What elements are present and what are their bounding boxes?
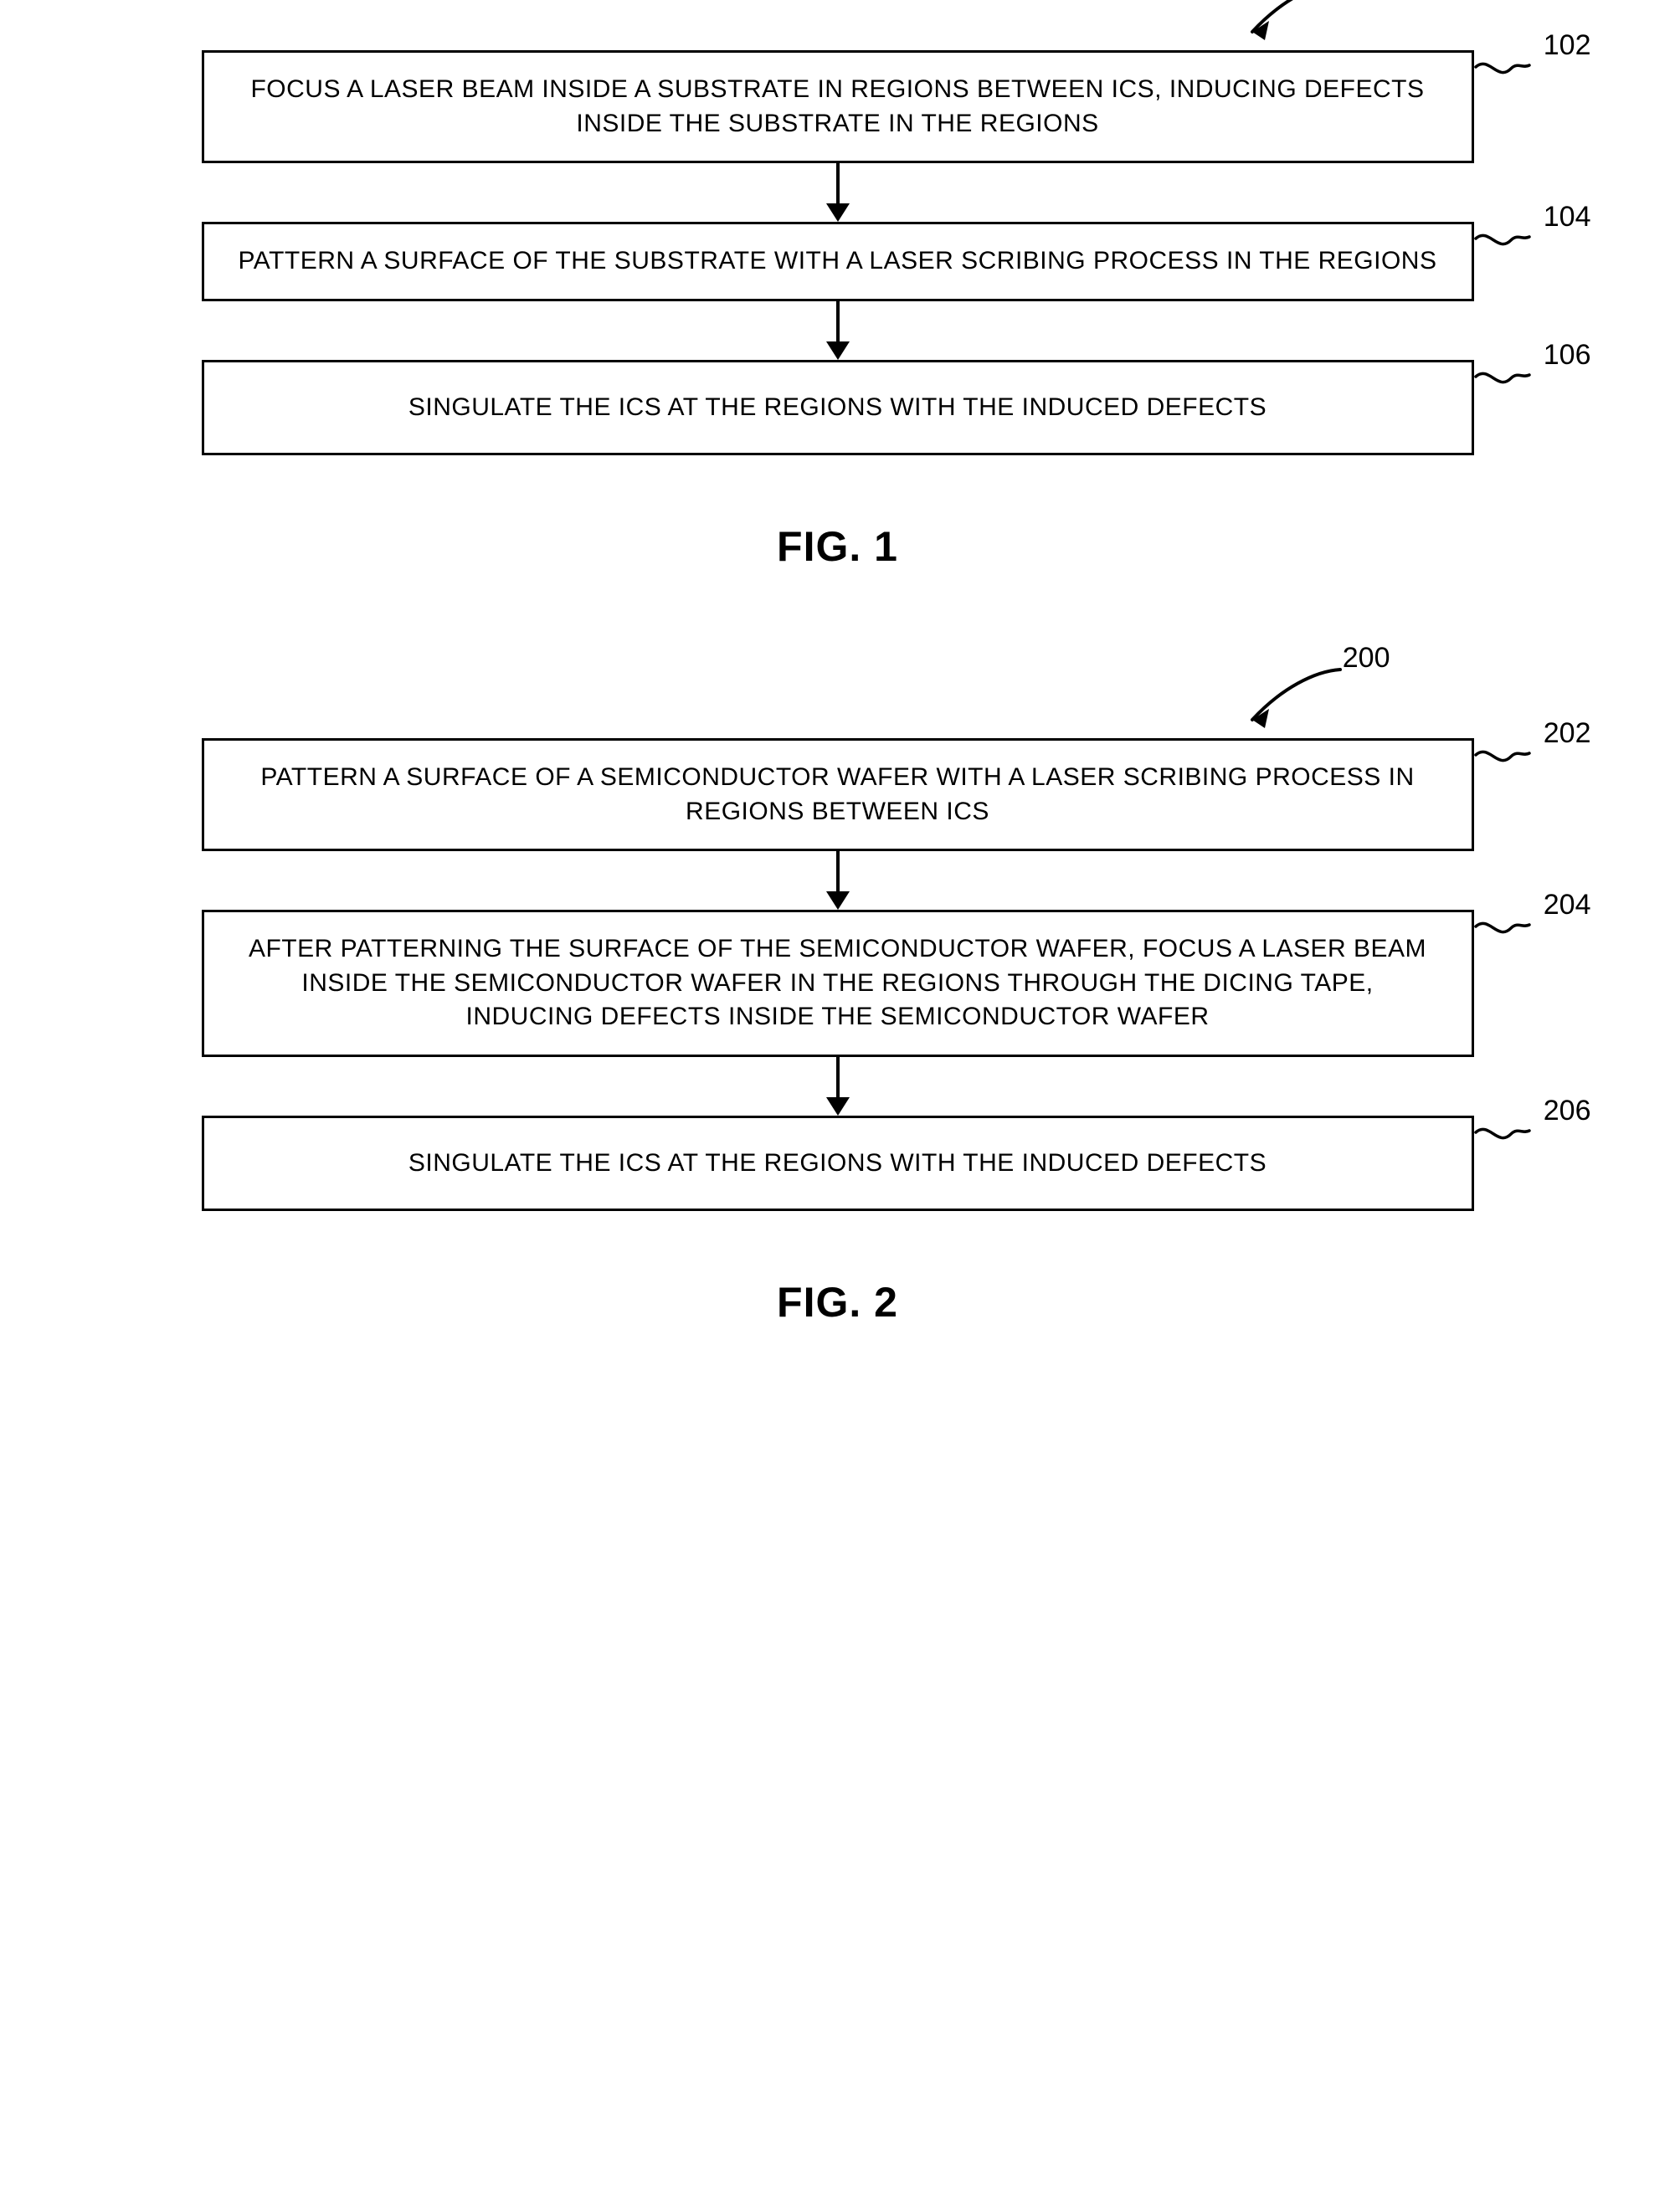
ref-squiggle-204 — [1474, 916, 1533, 950]
ref-label-104: 104 — [1544, 201, 1591, 234]
box-text-104: PATTERN A SURFACE OF THE SUBSTRATE WITH … — [239, 247, 1437, 275]
box-text-206: SINGULATE THE ICS AT THE REGIONS WITH TH… — [408, 1149, 1267, 1177]
ref-text-202: 202 — [1544, 717, 1591, 749]
arrow-shaft — [836, 1057, 840, 1097]
arrow-shaft — [836, 851, 840, 891]
ref-squiggle-104 — [1474, 228, 1533, 262]
flowchart-box-104: PATTERN A SURFACE OF THE SUBSTRATE WITH … — [202, 222, 1474, 301]
ref-text-206: 206 — [1544, 1095, 1591, 1127]
flowchart-box-202: PATTERN A SURFACE OF A SEMICONDUCTOR WAF… — [202, 738, 1474, 851]
arrow-head-icon — [826, 1097, 850, 1116]
ref-squiggle-206 — [1474, 1122, 1533, 1156]
ref-label-106: 106 — [1544, 339, 1591, 372]
arrow-4 — [202, 1057, 1474, 1116]
ref-label-102: 102 — [1544, 29, 1591, 62]
arrow-1 — [202, 163, 1474, 222]
ref-squiggle-106 — [1474, 367, 1533, 400]
box-text-204: AFTER PATTERNING THE SURFACE OF THE SEMI… — [249, 935, 1426, 1030]
figure-2: 200 PATTERN A SURFACE OF A SEMICONDUCTOR… — [84, 738, 1591, 1327]
box-text-106: SINGULATE THE ICS AT THE REGIONS WITH TH… — [408, 393, 1267, 421]
flowchart-1: 100 FOCUS A LASER BEAM INSIDE A SUBSTRAT… — [202, 50, 1474, 455]
ref-text-104: 104 — [1544, 201, 1591, 233]
arrow-head-icon — [826, 341, 850, 360]
figure-caption-1: FIG. 1 — [84, 522, 1591, 571]
box-text-102: FOCUS A LASER BEAM INSIDE A SUBSTRATE IN… — [250, 75, 1424, 137]
ref-text-204: 204 — [1544, 889, 1591, 921]
flowchart-box-206: SINGULATE THE ICS AT THE REGIONS WITH TH… — [202, 1116, 1474, 1212]
box-text-202: PATTERN A SURFACE OF A SEMICONDUCTOR WAF… — [260, 763, 1414, 825]
arrow-head-icon — [826, 203, 850, 222]
pointer-arrow-200 — [1223, 663, 1357, 742]
flowchart-box-106: SINGULATE THE ICS AT THE REGIONS WITH TH… — [202, 360, 1474, 456]
arrow-head-icon — [826, 891, 850, 910]
pointer-arrow-100 — [1223, 0, 1357, 54]
ref-text-102: 102 — [1544, 29, 1591, 61]
arrow-shaft — [836, 301, 840, 341]
figure-caption-2: FIG. 2 — [84, 1278, 1591, 1327]
ref-squiggle-202 — [1474, 745, 1533, 778]
flowchart-box-204: AFTER PATTERNING THE SURFACE OF THE SEMI… — [202, 910, 1474, 1057]
figure-1: 100 FOCUS A LASER BEAM INSIDE A SUBSTRAT… — [84, 50, 1591, 571]
ref-label-206: 206 — [1544, 1095, 1591, 1127]
arrow-shaft — [836, 163, 840, 203]
ref-label-202: 202 — [1544, 717, 1591, 750]
arrow-3 — [202, 851, 1474, 910]
flowchart-box-102: FOCUS A LASER BEAM INSIDE A SUBSTRATE IN… — [202, 50, 1474, 163]
flowchart-2: 200 PATTERN A SURFACE OF A SEMICONDUCTOR… — [202, 738, 1474, 1211]
ref-squiggle-102 — [1474, 57, 1533, 90]
arrow-2 — [202, 301, 1474, 360]
ref-text-106: 106 — [1544, 339, 1591, 371]
ref-label-204: 204 — [1544, 889, 1591, 921]
